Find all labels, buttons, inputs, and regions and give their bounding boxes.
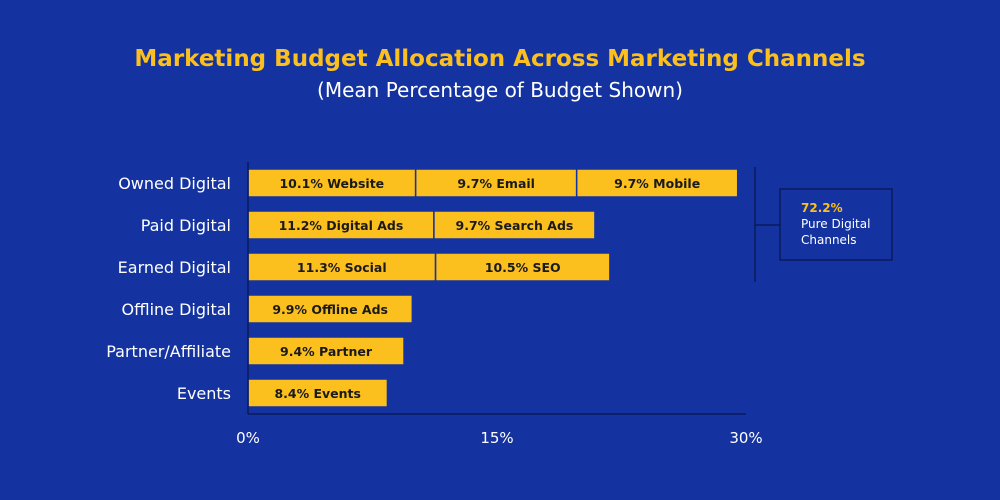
- category-label: Earned Digital: [118, 258, 231, 277]
- bar-segment-label: 9.9% Offline Ads: [272, 302, 388, 317]
- x-tick-labels: 0% 15% 30%: [236, 429, 763, 447]
- category-label: Events: [177, 384, 231, 403]
- category-label: Paid Digital: [141, 216, 231, 235]
- bar-segment: [575, 168, 739, 198]
- chart-title: Marketing Budget Allocation Across Marke…: [134, 46, 865, 72]
- x-tick-label: 30%: [729, 429, 762, 447]
- bar-segment-label: 9.7% Mobile: [614, 176, 700, 191]
- bars: 10.1% Website 9.7% Email 9.7% Mobile 11.2% …: [247, 168, 739, 408]
- axes: [247, 162, 746, 415]
- annotation-value: 72.2%: [801, 201, 843, 215]
- category-label: Partner/Affiliate: [106, 342, 231, 361]
- bar-segment-label: 8.4% Events: [274, 386, 361, 401]
- bar-segment-label: 10.5% SEO: [485, 260, 561, 275]
- x-tick-label: 0%: [236, 429, 260, 447]
- annotation-text-line-2: Channels: [801, 233, 857, 247]
- bar-segment-label: 9.7% Email: [457, 176, 535, 191]
- bar-segment: [434, 252, 611, 282]
- x-tick-label: 15%: [480, 429, 513, 447]
- bar-segment-label: 10.1% Website: [279, 176, 384, 191]
- bar-segment: [414, 168, 578, 198]
- bar-segment-label: 11.3% Social: [297, 260, 387, 275]
- annotation: 72.2% Pure Digital Channels: [754, 167, 893, 282]
- bar-segment-label: 9.7% Search Ads: [456, 218, 574, 233]
- chart-subtitle: (Mean Percentage of Budget Shown): [317, 78, 683, 102]
- category-labels: Owned Digital Paid Digital Earned Digital O…: [106, 174, 231, 403]
- annotation-text-line-1: Pure Digital: [801, 217, 870, 231]
- annotation-box: [779, 188, 893, 261]
- category-label: Offline Digital: [122, 300, 231, 319]
- bar-segment: [433, 210, 596, 240]
- category-label: Owned Digital: [118, 174, 231, 193]
- bar-segment-label: 11.2% Digital Ads: [279, 218, 404, 233]
- bar-segment-label: 9.4% Partner: [280, 344, 373, 359]
